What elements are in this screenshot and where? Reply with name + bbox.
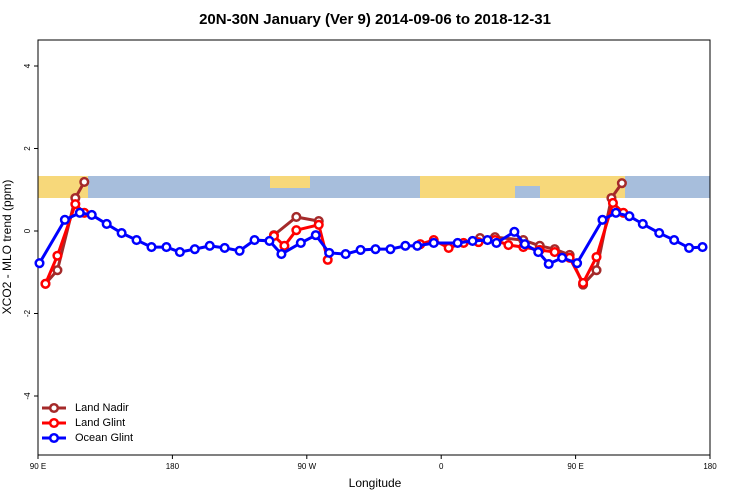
data-point <box>34 258 45 269</box>
data-point <box>637 218 648 230</box>
data-point <box>503 239 514 251</box>
data-point <box>324 247 335 258</box>
data-point <box>452 237 463 249</box>
x-tick-label: 0 <box>439 462 444 471</box>
data-point <box>591 251 602 263</box>
data-point <box>684 242 695 253</box>
data-point <box>101 218 112 230</box>
data-point <box>249 235 260 246</box>
data-point <box>591 265 602 276</box>
data-point <box>79 176 90 187</box>
map-strip <box>38 176 710 198</box>
data-point <box>74 207 85 218</box>
x-tick-label: 90 W <box>297 462 316 471</box>
legend-label: Land Nadir <box>75 402 129 414</box>
data-point <box>610 207 621 218</box>
data-point <box>219 242 230 253</box>
data-point <box>482 235 493 246</box>
data-point <box>52 265 63 276</box>
data-point <box>70 199 81 210</box>
chart-title: 20N-30N January (Ver 9) 2014-09-06 to 20… <box>199 11 551 28</box>
data-point <box>597 214 608 225</box>
plot-frame <box>37 39 711 456</box>
data-point <box>310 230 321 241</box>
data-point <box>279 240 290 251</box>
data-point <box>204 240 215 251</box>
data-point <box>370 244 381 255</box>
y-tick-label: -2 <box>23 309 32 317</box>
data-point <box>543 258 554 270</box>
data-point <box>491 237 502 249</box>
data-point <box>276 249 287 260</box>
data-point <box>624 211 635 222</box>
y-tick-label: 4 <box>23 63 32 68</box>
y-tick-label: 2 <box>23 146 32 151</box>
legend-marker <box>48 402 60 414</box>
data-point <box>385 244 396 255</box>
data-point <box>131 235 142 246</box>
data-point <box>578 277 589 289</box>
data-point <box>59 214 70 225</box>
legend-label: Land Glint <box>75 417 125 429</box>
data-point <box>400 240 411 251</box>
data-point <box>146 242 157 253</box>
data-point <box>557 252 568 263</box>
x-axis-label: Longitude <box>349 476 402 490</box>
legend-label: Ocean Glint <box>75 432 133 444</box>
data-point <box>291 211 302 223</box>
data-point <box>161 242 172 253</box>
y-tick-label: -4 <box>23 392 32 400</box>
data-point <box>443 242 454 253</box>
data-point <box>533 246 544 258</box>
data-point <box>509 226 520 237</box>
data-point <box>607 197 618 208</box>
data-point <box>291 225 302 236</box>
data-point <box>313 219 324 230</box>
data-point <box>295 237 306 249</box>
data-point <box>412 240 423 251</box>
data-point <box>116 228 127 239</box>
data-point <box>355 244 366 256</box>
x-tick-label: 90 E <box>30 462 46 471</box>
y-tick-label: 0 <box>23 228 32 233</box>
data-point <box>669 235 680 246</box>
data-point <box>340 249 351 260</box>
data-point <box>654 228 665 239</box>
legend-marker <box>48 417 60 429</box>
data-point <box>52 250 63 261</box>
legend-marker <box>48 432 60 444</box>
x-tick-label: 180 <box>703 462 717 471</box>
data-point <box>234 245 245 256</box>
data-point <box>86 209 97 220</box>
data-point <box>572 258 583 269</box>
y-axis-label: XCO2 - MLO trend (ppm) <box>0 180 14 315</box>
x-tick-label: 90 E <box>567 462 583 471</box>
data-point <box>40 278 51 289</box>
data-point <box>697 242 708 253</box>
data-point <box>428 237 439 249</box>
data-point <box>549 246 560 258</box>
x-tick-label: 180 <box>166 462 180 471</box>
data-point <box>616 178 627 189</box>
data-point <box>519 239 530 250</box>
data-point <box>264 235 275 246</box>
data-point <box>467 235 478 246</box>
data-point <box>189 244 200 255</box>
data-point <box>174 246 185 258</box>
